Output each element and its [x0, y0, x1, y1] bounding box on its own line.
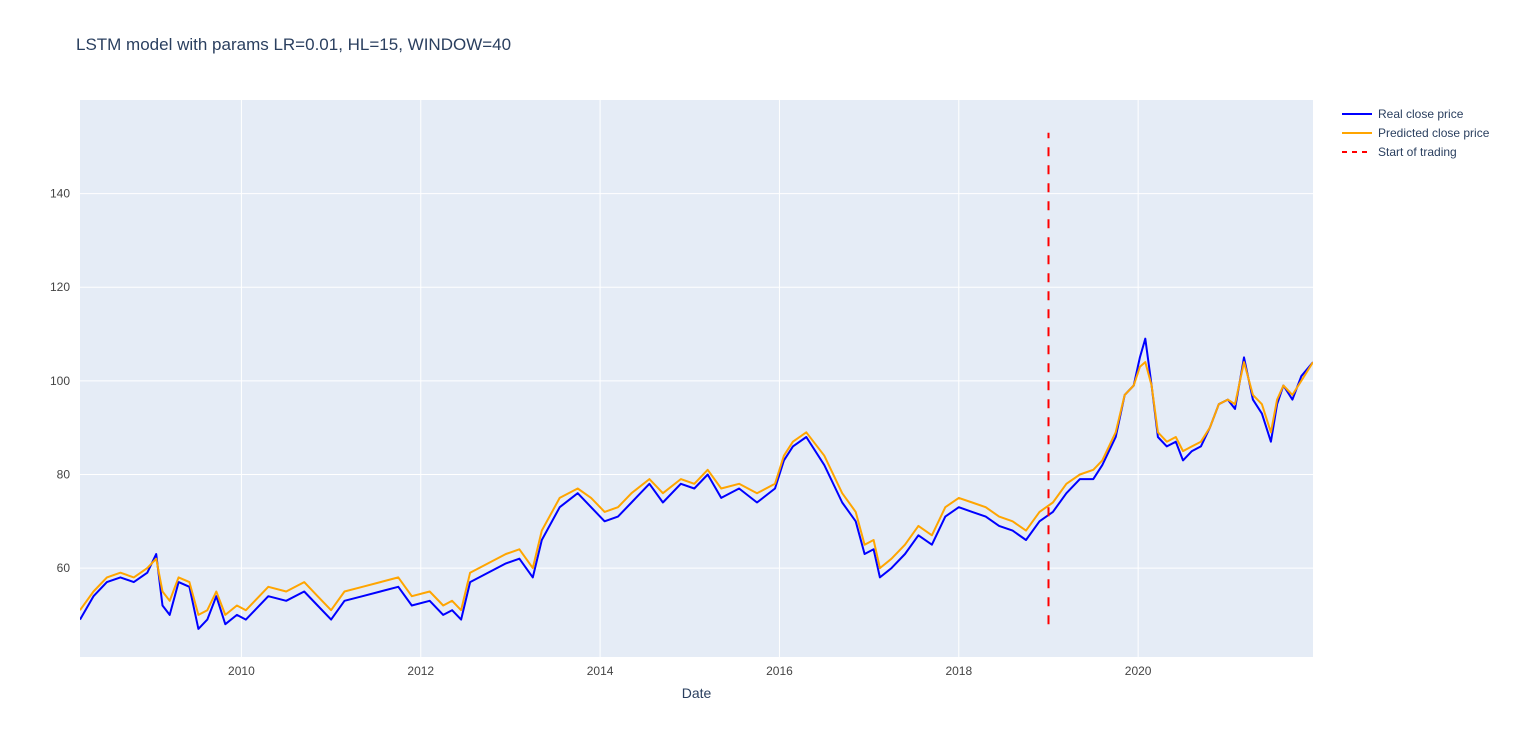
series-layer — [80, 132, 1313, 630]
legend-label: Predicted close price — [1378, 126, 1490, 140]
legend-item[interactable]: Real close price — [1342, 107, 1464, 121]
x-tick-label: 2018 — [945, 664, 972, 678]
legend[interactable]: Real close price Predicted close price Sta… — [1342, 107, 1490, 159]
legend-item[interactable]: Predicted close price — [1342, 126, 1490, 140]
y-tick-label: 60 — [57, 561, 71, 575]
plot-area — [80, 100, 1313, 657]
series-line-predicted-close-price — [80, 361, 1313, 616]
y-tick-label: 100 — [50, 374, 70, 388]
legend-item[interactable]: Start of trading — [1342, 145, 1457, 159]
legend-label: Real close price — [1378, 107, 1464, 121]
y-tick-label: 140 — [50, 187, 70, 201]
legend-label: Start of trading — [1378, 145, 1457, 159]
y-tick-label: 80 — [57, 467, 71, 481]
x-axis-title: Date — [682, 685, 712, 701]
x-tick-label: 2020 — [1125, 664, 1152, 678]
x-tick-label: 2016 — [766, 664, 793, 678]
chart-title: LSTM model with params LR=0.01, HL=15, W… — [76, 35, 511, 54]
series-line-real-close-price — [80, 337, 1313, 630]
gridlines — [80, 100, 1313, 657]
x-tick-label: 2010 — [228, 664, 255, 678]
x-tick-label: 2014 — [587, 664, 614, 678]
tick-labels: 2010 2012 2014 2016 2018 2020 60 80 100 120 140 — [50, 187, 1152, 678]
y-tick-label: 120 — [50, 280, 70, 294]
x-tick-label: 2012 — [407, 664, 434, 678]
